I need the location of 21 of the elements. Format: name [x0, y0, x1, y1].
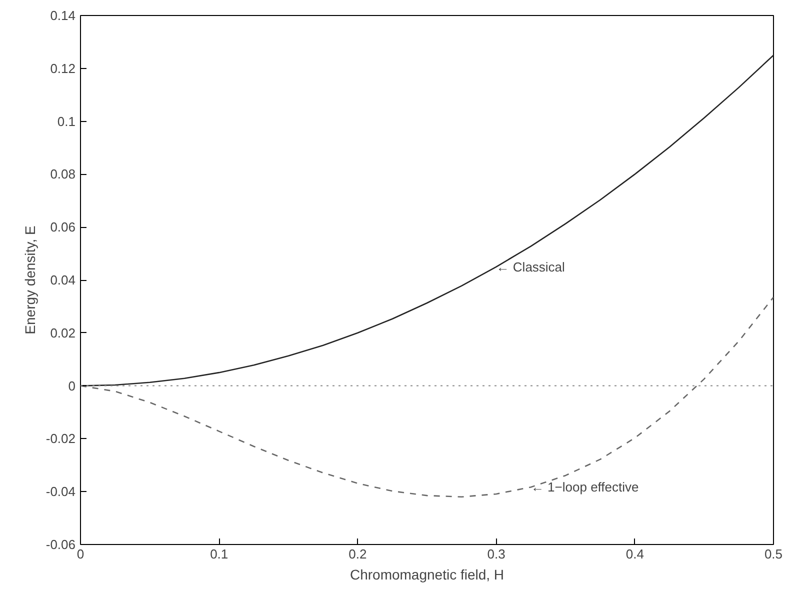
y-tick-label: 0.1 — [57, 114, 76, 129]
line-series — [80, 296, 774, 498]
x-tick-label: 0.5 — [764, 546, 783, 562]
y-tick-label: -0.06 — [46, 537, 76, 552]
y-tick-label: 0.14 — [50, 8, 76, 23]
y-tick-label: 0.12 — [50, 60, 76, 76]
y-tick-label: 0.04 — [50, 272, 76, 288]
x-axis-title: Chromomagnetic field, H — [350, 566, 504, 582]
y-tick-label: 0.08 — [50, 166, 76, 182]
annotation: ← Classical — [496, 259, 566, 274]
y-axis-title: Energy density, E — [22, 226, 38, 334]
y-tick-label: 0 — [68, 378, 76, 394]
annotation: ← 1−loop effective — [530, 480, 639, 495]
x-tick-label: 0.1 — [210, 546, 228, 562]
y-tick-label: 0.06 — [50, 220, 76, 235]
x-tick-label: 0.3 — [487, 546, 506, 562]
y-tick-label: 0.02 — [50, 325, 76, 340]
x-tick-label: 0.2 — [348, 546, 367, 562]
y-tick-label: -0.04 — [46, 484, 76, 500]
x-tick-label: 0.4 — [626, 546, 644, 562]
y-tick-label: -0.02 — [46, 431, 76, 446]
